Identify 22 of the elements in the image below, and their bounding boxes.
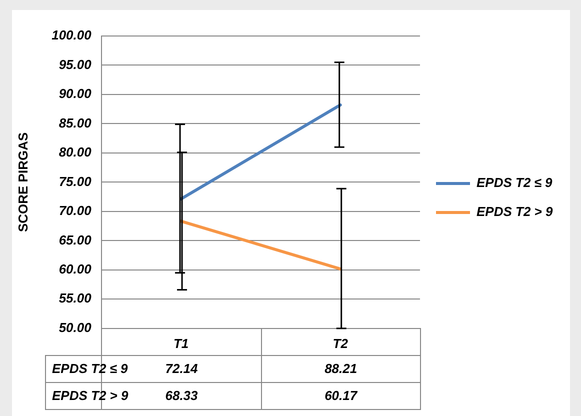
y-tick-label: 90.00 bbox=[58, 86, 92, 102]
y-tick-label: 80.00 bbox=[58, 144, 92, 160]
text: EPDS T2 ≤ 9 bbox=[52, 361, 128, 376]
legend-label: EPDS T2 ≤ 9 bbox=[476, 175, 554, 190]
data-label: 72.14 bbox=[165, 361, 198, 376]
y-axis-title: SCORE PIRGAS bbox=[15, 132, 30, 232]
y-tick-label: 75.00 bbox=[58, 174, 92, 189]
y-tick-label: 100.00 bbox=[52, 28, 92, 43]
y-tick-label: 70.00 bbox=[58, 203, 92, 218]
x-tick-label: T1 bbox=[173, 336, 189, 351]
text: EPDS T2 > 9 bbox=[52, 388, 128, 404]
y-tick-label: 85.00 bbox=[58, 115, 92, 130]
y-tick-label: 55.00 bbox=[58, 290, 92, 306]
y-tick-label: 95.00 bbox=[58, 56, 92, 72]
data-label: 88.21 bbox=[261, 355, 420, 382]
x-tick-label: T2 bbox=[332, 336, 349, 351]
legend-label: EPDS T2 > 9 bbox=[476, 204, 554, 220]
data-label: 60.17 bbox=[261, 382, 420, 410]
y-tick-label: 65.00 bbox=[58, 232, 92, 248]
y-tick-label: 60.00 bbox=[58, 262, 92, 276]
data-label: 68.33 bbox=[165, 388, 198, 404]
y-tick-label: 50.00 bbox=[58, 320, 92, 335]
